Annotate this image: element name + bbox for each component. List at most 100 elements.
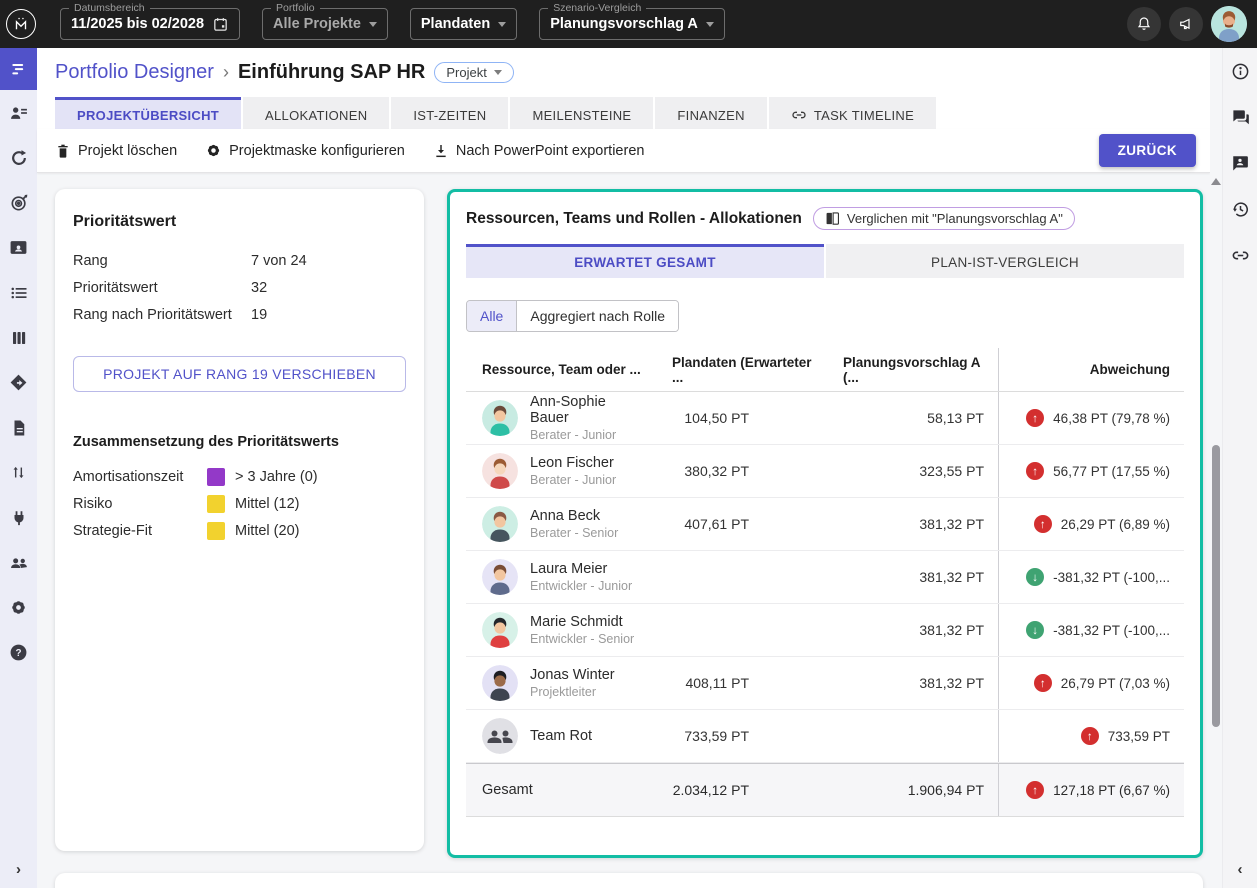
history-panel-button[interactable] — [1223, 186, 1257, 232]
table-row[interactable]: Ann-Sophie BauerBerater - Junior 104,50 … — [466, 392, 1184, 445]
scrollbar-thumb[interactable] — [1212, 445, 1220, 727]
allocations-panel: Ressourcen, Teams und Rollen - Allokatio… — [447, 189, 1203, 858]
nav-kanban[interactable] — [0, 315, 37, 360]
table-footer: Gesamt 2.034,12 PT 1.906,94 PT 127,18 PT… — [466, 763, 1184, 817]
scenario-value: 58,13 PT — [827, 410, 998, 426]
scroll-up-arrow[interactable] — [1211, 178, 1221, 185]
tab-allokationen[interactable]: ALLOKATIONEN — [243, 97, 389, 129]
announcements-button[interactable] — [1169, 7, 1203, 41]
info-panel-button[interactable] — [1223, 48, 1257, 94]
configure-mask-button[interactable]: Projektmaske konfigurieren — [205, 142, 405, 159]
vertical-scrollbar[interactable] — [1210, 48, 1222, 888]
nav-settings[interactable] — [0, 585, 37, 630]
footer-deviation: 127,18 PT (6,67 %) — [998, 764, 1184, 816]
resource-role: Projektleiter — [530, 685, 615, 699]
view-toggle: Alle Aggregiert nach Rolle — [466, 300, 679, 332]
nav-list[interactable] — [0, 270, 37, 315]
resource-role: Berater - Junior — [530, 473, 616, 487]
nav-sync[interactable] — [0, 135, 37, 180]
project-type-label: Projekt — [446, 65, 486, 80]
toggle-alle[interactable]: Alle — [467, 301, 517, 331]
portfolio-select[interactable]: Portfolio Alle Projekte — [262, 8, 388, 40]
composition-row: Strategie-Fit Mittel (20) — [73, 522, 406, 540]
tab-plan-ist-vergleich[interactable]: PLAN-IST-VERGLEICH — [826, 244, 1184, 278]
deviation-cell: 56,77 PT (17,55 %) — [998, 445, 1184, 497]
deviation-cell: -381,32 PT (-100,... — [998, 551, 1184, 603]
compare-icon — [825, 211, 840, 226]
table-row[interactable]: Leon FischerBerater - Junior 380,32 PT 3… — [466, 445, 1184, 498]
deviation-badge — [1081, 727, 1099, 745]
project-type-chip[interactable]: Projekt — [434, 62, 513, 83]
tab-erwartet-gesamt[interactable]: ERWARTET GESAMT — [466, 244, 824, 278]
breadcrumb-separator: › — [223, 62, 229, 83]
export-powerpoint-button[interactable]: Nach PowerPoint exportieren — [433, 143, 645, 159]
comments-panel-button[interactable] — [1223, 94, 1257, 140]
expand-sidebar-chevron[interactable]: › — [16, 861, 21, 878]
collapse-panel-chevron[interactable]: ‹ — [1238, 861, 1243, 878]
notifications-button[interactable] — [1127, 7, 1161, 41]
tab-finanzen[interactable]: FINANZEN — [655, 97, 766, 129]
table-row[interactable]: Marie SchmidtEntwickler - Senior 381,32 … — [466, 604, 1184, 657]
feedback-panel-button[interactable] — [1223, 140, 1257, 186]
move-rank-button[interactable]: PROJEKT AUF RANG 19 VERSCHIEBEN — [73, 356, 406, 392]
app-logo-icon[interactable] — [6, 9, 36, 39]
resource-name: Jonas Winter — [530, 667, 615, 683]
history-icon — [1231, 200, 1250, 219]
table-row[interactable]: Laura MeierEntwickler - Junior 381,32 PT… — [466, 551, 1184, 604]
resource-role: Entwickler - Senior — [530, 632, 634, 646]
date-range-field[interactable]: Datumsbereich 11/2025 bis 02/2028 — [60, 8, 240, 40]
resource-name: Ann-Sophie Bauer — [530, 394, 648, 426]
scenario-compare-select[interactable]: Szenario-Vergleich Planungsvorschlag A — [539, 8, 725, 40]
footer-label: Gesamt — [466, 782, 656, 798]
footer-scenario: 1.906,94 PT — [827, 782, 998, 798]
diamond-arrow-icon — [9, 373, 28, 392]
scenario-value: 381,32 PT — [827, 569, 998, 585]
data-mode-value: Plandaten — [421, 16, 490, 32]
avatar — [482, 612, 518, 648]
breadcrumb-root[interactable]: Portfolio Designer — [55, 61, 214, 84]
info-icon — [1231, 62, 1250, 81]
tab-meilensteine[interactable]: MEILENSTEINE — [510, 97, 653, 129]
nav-reports[interactable] — [0, 405, 37, 450]
deviation-cell: 46,38 PT (79,78 %) — [998, 392, 1184, 444]
toggle-aggregiert[interactable]: Aggregiert nach Rolle — [517, 301, 678, 331]
content-scroll-area: Prioritätswert Rang7 von 24 Prioritätswe… — [37, 173, 1210, 888]
compare-scenario-chip[interactable]: Verglichen mit "Planungsvorschlag A" — [813, 207, 1075, 230]
deviation-badge — [1034, 674, 1052, 692]
document-icon — [10, 419, 28, 437]
scenario-value: 381,32 PT — [827, 516, 998, 532]
back-button[interactable]: ZURÜCK — [1099, 134, 1196, 167]
links-panel-button[interactable] — [1223, 232, 1257, 278]
nav-integrations[interactable] — [0, 495, 37, 540]
nav-resources[interactable] — [0, 90, 37, 135]
deviation-badge — [1034, 515, 1052, 533]
page-header: Portfolio Designer › Einführung SAP HR P… — [37, 48, 1210, 97]
tab-ist-zeiten[interactable]: IST-ZEITEN — [391, 97, 508, 129]
nav-id-badge[interactable] — [0, 225, 37, 270]
table-row[interactable]: Anna BeckBerater - Senior 407,61 PT 381,… — [466, 498, 1184, 551]
nav-goals[interactable] — [0, 180, 37, 225]
allocations-tab-bar: ERWARTET GESAMT PLAN-IST-VERGLEICH — [466, 244, 1184, 278]
columns-icon — [10, 329, 28, 347]
priority-card: Prioritätswert Rang7 von 24 Prioritätswe… — [55, 189, 424, 851]
people-icon — [9, 553, 29, 573]
nav-help[interactable]: ? — [0, 630, 37, 675]
tab-task-timeline[interactable]: TASK TIMELINE — [769, 97, 936, 129]
user-avatar[interactable] — [1211, 6, 1247, 42]
action-toolbar: Projekt löschen Projektmaske konfigurier… — [37, 129, 1210, 173]
deviation-cell: 733,59 PT — [998, 710, 1184, 762]
nav-portfolio-designer[interactable] — [0, 48, 37, 90]
data-mode-select[interactable]: Plandaten — [410, 8, 517, 40]
tab-projektuebersicht[interactable]: PROJEKTÜBERSICHT — [55, 97, 241, 129]
forum-icon — [1231, 108, 1250, 127]
col-plandaten: Plandaten (Erwarteter ... — [656, 355, 827, 385]
priority-row-rang-nach: Rang nach Prioritätswert19 — [73, 307, 406, 323]
delete-project-button[interactable]: Projekt löschen — [55, 143, 177, 159]
nav-users[interactable] — [0, 540, 37, 585]
nav-roadmap[interactable] — [0, 360, 37, 405]
resource-name: Leon Fischer — [530, 455, 616, 471]
amortisation-color-swatch — [207, 468, 225, 486]
nav-import-export[interactable] — [0, 450, 37, 495]
table-row-team[interactable]: Team Rot 733,59 PT 733,59 PT — [466, 710, 1184, 763]
table-row[interactable]: Jonas WinterProjektleiter 408,11 PT 381,… — [466, 657, 1184, 710]
